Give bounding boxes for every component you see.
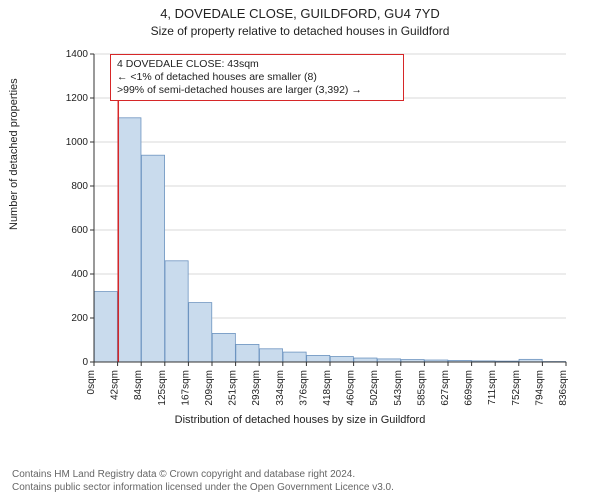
svg-text:209sqm: 209sqm <box>204 370 215 406</box>
svg-text:84sqm: 84sqm <box>133 370 144 400</box>
plot-area: 0 200 400 600 800 1000 1200 1400 0sqm 42sqm 84sqm 1… <box>62 48 572 418</box>
marker-info-box: 4 DOVEDALE CLOSE: 43sqm ← <1% of detache… <box>110 54 404 101</box>
footer-attribution: Contains HM Land Registry data © Crown c… <box>12 469 394 494</box>
svg-text:334sqm: 334sqm <box>275 370 286 406</box>
svg-text:1400: 1400 <box>66 49 89 60</box>
svg-text:167sqm: 167sqm <box>180 370 191 406</box>
svg-text:502sqm: 502sqm <box>369 370 380 406</box>
svg-text:1200: 1200 <box>66 93 89 104</box>
svg-text:418sqm: 418sqm <box>322 370 333 406</box>
svg-text:794sqm: 794sqm <box>534 370 545 406</box>
svg-text:585sqm: 585sqm <box>416 370 427 406</box>
footer-line-1: Contains HM Land Registry data © Crown c… <box>12 469 394 482</box>
svg-text:800: 800 <box>71 181 88 192</box>
svg-text:376sqm: 376sqm <box>298 370 309 406</box>
svg-text:543sqm: 543sqm <box>393 370 404 406</box>
svg-text:0: 0 <box>82 357 88 368</box>
svg-text:752sqm: 752sqm <box>511 370 522 406</box>
svg-text:400: 400 <box>71 269 88 280</box>
svg-text:125sqm: 125sqm <box>157 370 168 406</box>
page-subtitle: Size of property relative to detached ho… <box>0 22 600 38</box>
svg-text:0sqm: 0sqm <box>86 370 97 394</box>
svg-text:600: 600 <box>71 225 88 236</box>
svg-text:669sqm: 669sqm <box>464 370 475 406</box>
svg-text:460sqm: 460sqm <box>346 370 357 406</box>
svg-text:251sqm: 251sqm <box>228 370 239 406</box>
histogram-chart: 0 200 400 600 800 1000 1200 1400 0sqm 42sqm 84sqm 1… <box>62 48 572 418</box>
info-line-1: 4 DOVEDALE CLOSE: 43sqm <box>117 58 397 71</box>
svg-text:627sqm: 627sqm <box>440 370 451 406</box>
svg-text:293sqm: 293sqm <box>251 370 262 406</box>
page-title: 4, DOVEDALE CLOSE, GUILDFORD, GU4 7YD <box>0 0 600 22</box>
x-axis-label: Distribution of detached houses by size … <box>0 414 600 426</box>
footer-line-2: Contains public sector information licen… <box>12 482 394 495</box>
svg-text:200: 200 <box>71 313 88 324</box>
info-line-2: ← <1% of detached houses are smaller (8) <box>117 71 397 84</box>
svg-text:711sqm: 711sqm <box>487 370 498 405</box>
svg-text:42sqm: 42sqm <box>110 370 121 400</box>
y-axis-label: Number of detached properties <box>8 78 20 230</box>
svg-text:1000: 1000 <box>66 137 89 148</box>
svg-text:836sqm: 836sqm <box>558 370 569 406</box>
info-line-3: >99% of semi-detached houses are larger … <box>117 84 397 97</box>
